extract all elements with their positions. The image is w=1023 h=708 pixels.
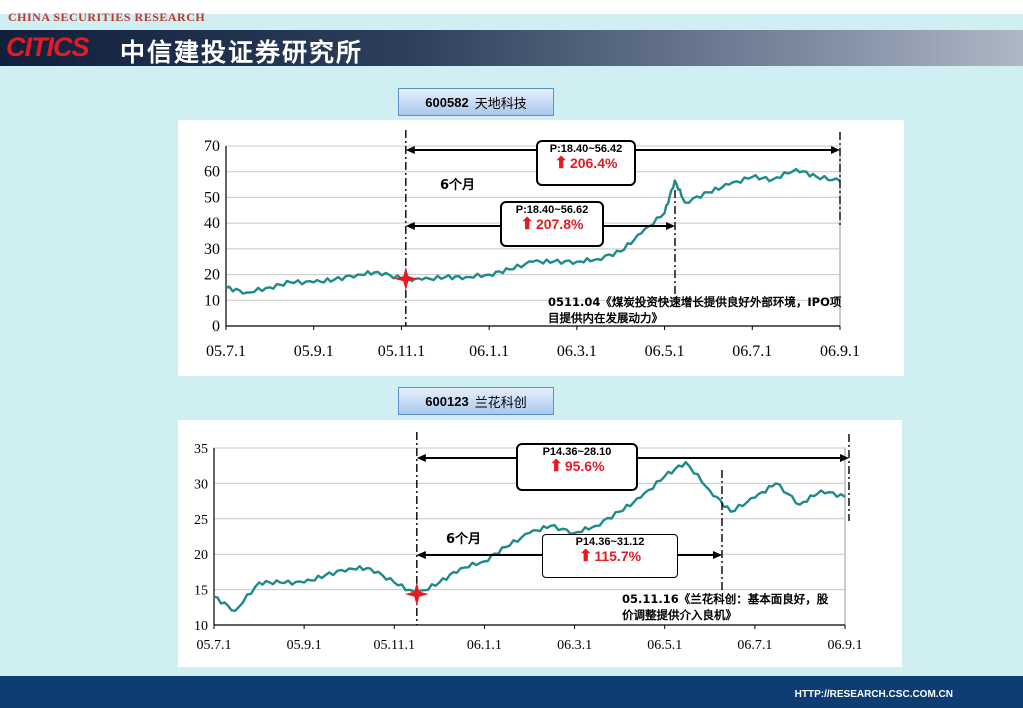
y-tick-label: 25 (194, 513, 208, 528)
chart2-note-text: 《兰花科创：基本面良好，股价调整提供介入良机》 (622, 592, 829, 622)
chart1-duration: 6个月 (440, 178, 476, 193)
x-tick-label: 06.3.1 (557, 638, 592, 653)
range-short-arrow-head-right (713, 551, 722, 559)
y-tick-label: 10 (194, 619, 208, 634)
chart2-range-short-price: P14.36~31.12 (575, 536, 645, 548)
y-tick-label: 0 (212, 318, 220, 335)
x-tick-label: 06.9.1 (820, 343, 860, 360)
chart2-note: 05.11.16《兰花科创：基本面良好，股价调整提供介入良机》 (622, 591, 832, 623)
up-arrow-icon: ⬆ (554, 155, 568, 172)
x-tick-label: 06.3.1 (557, 343, 597, 360)
chart1-name: 天地科技 (474, 96, 527, 112)
range-short-arrow-head-right (666, 222, 675, 230)
y-tick-label: 40 (204, 215, 220, 232)
y-tick-label: 35 (194, 442, 208, 457)
up-arrow-icon: ⬆ (578, 548, 593, 565)
top-strip (0, 0, 1023, 14)
x-tick-label: 05.9.1 (287, 638, 322, 653)
y-tick-label: 15 (194, 584, 208, 599)
footer-bar (0, 676, 1023, 708)
chart2-duration: 6个月 (446, 532, 482, 547)
chart1-note: 0511.04《煤炭投资快速增长提供良好外部环境，IPO项目提供内在发展动力》 (548, 294, 844, 326)
y-tick-label: 20 (194, 548, 208, 563)
chart1-range-long-pct: 206.4% (569, 155, 618, 171)
chart1-note-text: 《煤炭投资快速增长提供良好外部环境，IPO项目提供内在发展动力》 (548, 295, 842, 325)
x-tick-label: 06.1.1 (467, 638, 502, 653)
chart1-range-short-pct: 207.8% (535, 216, 584, 232)
chart2-range-short-box: P14.36~31.12 ⬆ 115.7% (542, 534, 678, 578)
x-tick-label: 06.7.1 (737, 638, 772, 653)
y-tick-label: 30 (204, 241, 220, 258)
chart2-name: 兰花科创 (474, 395, 527, 411)
y-tick-label: 60 (204, 164, 220, 181)
chart2-note-date: 05.11.16 (622, 592, 679, 606)
chart1-range-short-price: P:18.40~56.62 (515, 204, 589, 216)
y-tick-label: 20 (204, 267, 220, 284)
range-long-arrow-head-left (405, 146, 415, 154)
chart1-range-long-price: P:18.40~56.42 (549, 143, 623, 155)
chart1-code: 600582 (425, 94, 469, 110)
x-tick-label: 05.11.1 (374, 638, 415, 653)
range-short-arrow-head-left (416, 551, 426, 559)
y-tick-label: 30 (194, 477, 208, 492)
up-arrow-icon: ⬆ (520, 216, 534, 233)
chart1-range-long-box: P:18.40~56.42 ⬆ 206.4% (536, 140, 636, 186)
event-star-icon (393, 266, 418, 291)
chart2-range-long-price: P14.36~28.10 (542, 446, 612, 458)
y-tick-label: 10 (204, 292, 220, 309)
x-tick-label: 06.7.1 (732, 343, 772, 360)
y-tick-label: 70 (204, 138, 220, 155)
price-line (225, 167, 841, 295)
chart2-title-box: 600123 兰花科创 (398, 387, 554, 415)
chart1-title-box: 600582 天地科技 (398, 88, 554, 116)
up-arrow-icon: ⬆ (549, 458, 563, 475)
x-tick-label: 06.1.1 (469, 343, 509, 360)
x-tick-label: 05.7.1 (206, 343, 246, 360)
price-line (213, 461, 846, 612)
header-banner (0, 30, 1023, 66)
x-tick-label: 06.9.1 (828, 638, 863, 653)
chart2-range-long-box: P14.36~28.10 ⬆ 95.6% (516, 443, 638, 491)
x-tick-label: 05.11.1 (378, 343, 425, 360)
range-long-arrow-head-right (831, 146, 840, 154)
x-tick-label: 05.9.1 (294, 343, 334, 360)
x-tick-label: 05.7.1 (197, 638, 232, 653)
x-tick-label: 06.5.1 (645, 343, 685, 360)
chart2-code: 600123 (425, 393, 469, 409)
chart1-range-short-box: P:18.40~56.62 ⬆ 207.8% (500, 201, 604, 247)
top-label: CHINA SECURITIES RESEARCH (8, 10, 206, 24)
range-short-arrow-head-left (405, 222, 415, 230)
range-long-arrow-head-right (840, 454, 849, 462)
range-long-arrow-head-left (416, 454, 426, 462)
chart2-range-short-pct: 115.7% (594, 548, 642, 564)
footer-url: HTTP://RESEARCH.CSC.COM.CN (794, 689, 953, 700)
x-tick-label: 06.5.1 (647, 638, 682, 653)
y-tick-label: 50 (204, 189, 220, 206)
citics-logo: CITICS (6, 32, 90, 62)
chart2-range-long-pct: 95.6% (564, 458, 605, 474)
chart1-note-date: 0511.04 (548, 295, 601, 309)
event-star-icon (404, 582, 429, 607)
firm-name: 中信建投证券研究所 (120, 38, 364, 67)
